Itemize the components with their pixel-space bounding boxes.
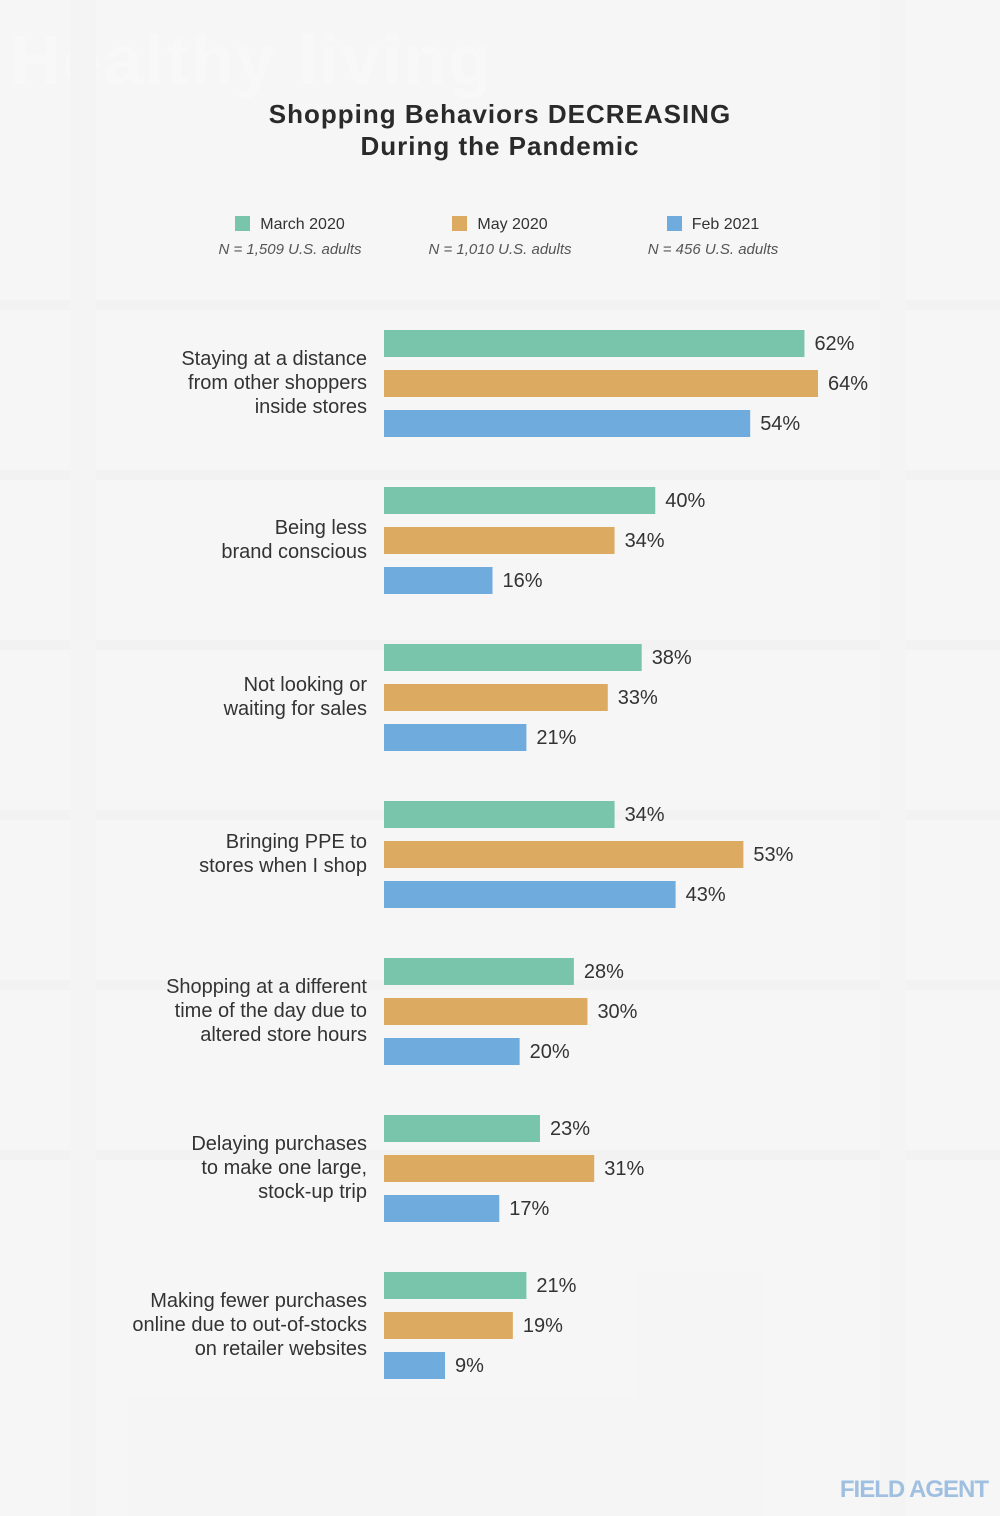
chart-title-line-2: During the Pandemic	[360, 131, 640, 161]
legend-sample-feb-2021: N = 456 U.S. adults	[647, 241, 779, 258]
bar-may-2020-cat-2	[384, 527, 615, 554]
bar-may-2020-cat-7	[384, 1312, 513, 1339]
chart-title-line-1: Shopping Behaviors DECREASING	[268, 99, 732, 129]
category-label-5-line-1: Shopping at a different	[166, 976, 367, 998]
field-agent-logo: FIELD AGENT	[839, 1476, 989, 1503]
legend-item-feb-2021: Feb 2021 N = 456 U.S. adults	[603, 214, 823, 260]
value-label-march-2020-cat-5: 28%	[584, 961, 624, 983]
bar-may-2020-cat-6	[384, 1155, 595, 1182]
bar-may-2020-cat-3	[384, 684, 608, 711]
value-label-feb-2021-cat-7: 9%	[455, 1355, 484, 1377]
bar-march-2020-cat-4	[384, 801, 615, 828]
value-label-may-2020-cat-6: 31%	[604, 1158, 644, 1180]
value-label-feb-2021-cat-5: 20%	[530, 1041, 570, 1063]
value-label-may-2020-cat-7: 19%	[523, 1315, 563, 1337]
chart-title: Shopping Behaviors DECREASING During the…	[0, 98, 1000, 162]
bar-may-2020-cat-5	[384, 998, 588, 1025]
value-label-feb-2021-cat-2: 16%	[503, 570, 543, 592]
legend-label-feb-2021: Feb 2021	[691, 216, 760, 233]
bar-march-2020-cat-6	[384, 1115, 540, 1142]
value-label-feb-2021-cat-6: 17%	[509, 1198, 549, 1220]
category-label-5-line-2: time of the day due to	[175, 1000, 367, 1022]
category-label-1-line-3: inside stores	[255, 396, 367, 418]
category-label-2-line-2: brand conscious	[221, 541, 367, 563]
legend-swatch-may-2020	[452, 216, 468, 231]
bar-march-2020-cat-5	[384, 958, 574, 985]
legend-sample-may-2020: N = 1,010 U.S. adults	[428, 241, 572, 258]
bar-feb-2021-cat-6	[384, 1195, 500, 1222]
legend-item-may-2020: May 2020 N = 1,010 U.S. adults	[390, 214, 610, 260]
value-label-may-2020-cat-1: 64%	[828, 373, 868, 395]
bar-feb-2021-cat-3	[384, 724, 527, 751]
category-label-5-line-3: altered store hours	[200, 1024, 367, 1046]
bar-march-2020-cat-7	[384, 1272, 527, 1299]
bar-may-2020-cat-4	[384, 841, 744, 868]
bar-feb-2021-cat-4	[384, 881, 676, 908]
legend-label-march-2020: March 2020	[260, 216, 345, 233]
category-label-1-line-1: Staying at a distance	[181, 348, 367, 370]
category-label-3-line-2: waiting for sales	[223, 698, 367, 720]
category-label-7-line-1: Making fewer purchases	[150, 1290, 367, 1312]
value-label-feb-2021-cat-4: 43%	[686, 884, 726, 906]
bar-march-2020-cat-1	[384, 330, 805, 357]
bar-feb-2021-cat-2	[384, 567, 493, 594]
bar-march-2020-cat-2	[384, 487, 656, 514]
value-label-may-2020-cat-3: 33%	[618, 687, 658, 709]
value-label-feb-2021-cat-3: 21%	[536, 727, 576, 749]
category-label-7-line-3: on retailer websites	[195, 1338, 367, 1360]
category-label-4-line-2: stores when I shop	[199, 855, 367, 877]
value-label-march-2020-cat-6: 23%	[550, 1118, 590, 1140]
bar-feb-2021-cat-7	[384, 1352, 446, 1379]
legend-label-may-2020: May 2020	[477, 216, 548, 233]
category-label-4-line-1: Bringing PPE to	[226, 831, 367, 853]
category-label-7-line-2: online due to out-of-stocks	[132, 1314, 367, 1336]
value-label-may-2020-cat-4: 53%	[753, 844, 793, 866]
category-label-3-line-1: Not looking or	[244, 674, 368, 696]
category-label-2-line-1: Being less	[275, 517, 367, 539]
bar-may-2020-cat-1	[384, 370, 818, 397]
legend-sample-march-2020: N = 1,509 U.S. adults	[218, 241, 362, 258]
bar-march-2020-cat-3	[384, 644, 642, 671]
legend-item-march-2020: March 2020 N = 1,509 U.S. adults	[180, 214, 400, 260]
value-label-may-2020-cat-5: 30%	[597, 1001, 637, 1023]
legend-swatch-march-2020	[235, 216, 251, 231]
category-label-6-line-3: stock-up trip	[258, 1181, 367, 1203]
value-label-march-2020-cat-1: 62%	[814, 333, 854, 355]
bar-feb-2021-cat-5	[384, 1038, 520, 1065]
value-label-march-2020-cat-7: 21%	[536, 1275, 576, 1297]
value-label-march-2020-cat-3: 38%	[652, 647, 692, 669]
value-label-may-2020-cat-2: 34%	[625, 530, 665, 552]
value-label-march-2020-cat-2: 40%	[665, 490, 705, 512]
category-label-6-line-2: to make one large,	[201, 1157, 367, 1179]
bar-feb-2021-cat-1	[384, 410, 751, 437]
value-label-feb-2021-cat-1: 54%	[760, 413, 800, 435]
value-label-march-2020-cat-4: 34%	[625, 804, 665, 826]
category-label-6-line-1: Delaying purchases	[191, 1133, 367, 1155]
legend-swatch-feb-2021	[666, 216, 682, 231]
category-label-1-line-2: from other shoppers	[188, 372, 367, 394]
